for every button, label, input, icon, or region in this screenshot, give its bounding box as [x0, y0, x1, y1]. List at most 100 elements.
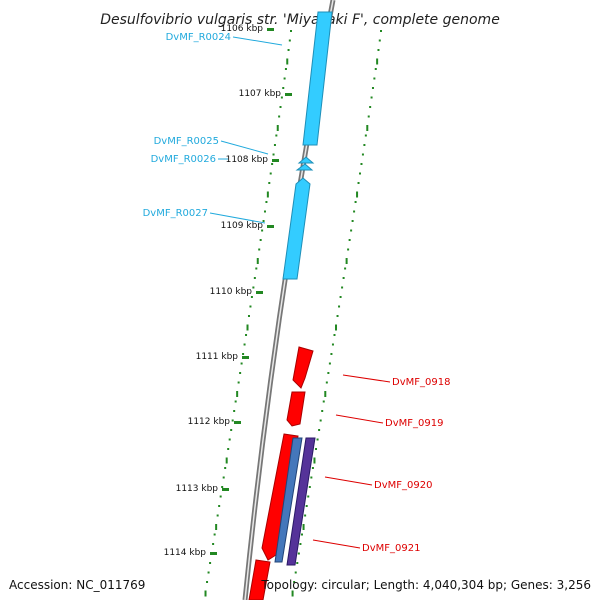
genome-title: Desulfovibrio vulgaris str. 'Miyazaki F'…: [100, 12, 500, 28]
gc-right-dot: [291, 590, 294, 597]
gc-right-dot: [315, 448, 318, 450]
gc-left-dot: [246, 324, 249, 331]
gc-left-dot: [279, 106, 282, 108]
gc-right-dot: [299, 543, 302, 545]
label-leader: [220, 140, 269, 155]
gc-left-dot: [272, 153, 275, 156]
tick-mark: [285, 93, 292, 96]
gc-left-dot: [228, 438, 231, 441]
gc-right-dot: [378, 39, 381, 42]
gene-dvmf-0918[interactable]: [292, 346, 314, 389]
gc-right-dot: [318, 429, 321, 431]
gc-right-dot: [376, 58, 379, 65]
gc-right-dot: [316, 438, 319, 441]
gc-left-dot: [250, 296, 253, 298]
gc-right-dot: [351, 220, 354, 222]
gc-right-dot: [330, 353, 333, 355]
gc-right-dot: [348, 239, 351, 241]
tick-mark: [234, 421, 241, 424]
gc-right-dot: [357, 182, 360, 184]
gc-left-dot: [222, 476, 225, 479]
label-leader: [209, 212, 266, 224]
gc-left-dot: [249, 305, 252, 308]
tick-label: 1108 kbp: [226, 155, 269, 165]
accession-text: Accession: NC_011769: [9, 578, 146, 592]
gc-right-dot: [371, 87, 374, 89]
gene-dvmf-r0024[interactable]: [302, 11, 333, 146]
gc-left-dot: [239, 372, 242, 374]
forward-gene-label[interactable]: DvMF_R0026: [151, 154, 216, 165]
reverse-gene-label[interactable]: DvMF_0921: [362, 543, 420, 554]
gene-dvmf-0919[interactable]: [286, 391, 306, 427]
gc-left-dot: [262, 220, 265, 222]
gc-right-dot: [342, 277, 345, 279]
gc-left-dot: [242, 353, 245, 355]
feature-dvmf-0921-a[interactable]: [274, 437, 303, 563]
gc-left-dot: [207, 571, 210, 574]
gc-left-dot: [247, 315, 250, 317]
gene-dvmf-r0027[interactable]: [282, 177, 311, 280]
gc-right-dot: [354, 201, 357, 203]
gc-left-dot: [219, 495, 222, 498]
gc-left-dot: [288, 39, 291, 42]
gc-right-dot: [333, 334, 336, 336]
gc-right-dot: [305, 505, 308, 507]
gc-right-dot: [344, 267, 347, 270]
reverse-gene-label[interactable]: DvMF_0920: [374, 480, 432, 491]
gc-right-dot: [293, 581, 296, 583]
gc-right-dot: [322, 400, 325, 403]
gc-left-dot: [243, 343, 246, 346]
forward-gene-label[interactable]: DvMF_R0024: [166, 32, 231, 43]
gc-left-dot: [263, 210, 266, 213]
gc-left-dot: [255, 267, 258, 270]
tick-label: 1111 kbp: [196, 352, 239, 362]
gc-right-dot: [327, 372, 330, 374]
gc-right-dot: [377, 49, 380, 51]
tick-mark: [256, 291, 263, 294]
gc-left-dot: [287, 49, 290, 51]
gc-right-dot: [345, 258, 348, 264]
gc-left-dot: [259, 239, 262, 241]
gc-right-dot: [338, 305, 341, 308]
label-leader: [324, 476, 373, 486]
gene-dvmf-r0026[interactable]: [295, 163, 314, 171]
gc-left-dot: [284, 68, 287, 70]
gc-left-dot: [213, 533, 216, 536]
reverse-gene-label[interactable]: DvMF_0918: [392, 377, 450, 388]
forward-gene-label[interactable]: DvMF_R0027: [143, 208, 208, 219]
gc-right-dot: [296, 562, 299, 564]
reverse-gene-label[interactable]: DvMF_0919: [385, 418, 443, 429]
gc-right-dot: [302, 524, 305, 530]
gc-right-dot: [356, 191, 359, 198]
tick-mark: [210, 552, 217, 555]
feature-dvmf-0921-b[interactable]: [286, 437, 316, 566]
gc-right-dot: [373, 77, 376, 80]
gc-left-dot: [290, 30, 292, 32]
gc-right-dot: [361, 153, 364, 156]
gc-left-dot: [271, 163, 274, 165]
gc-right-dot: [347, 248, 350, 251]
forward-gene-label[interactable]: DvMF_R0025: [154, 136, 219, 147]
gc-right-dot: [319, 419, 322, 422]
gc-right-dot: [321, 410, 324, 412]
label-leader: [312, 539, 361, 549]
gene-dvmf-r0025[interactable]: [297, 156, 315, 164]
gc-right-dot: [328, 362, 331, 365]
gc-right-dot: [350, 229, 353, 232]
gc-left-dot: [221, 486, 224, 488]
gc-left-dot: [218, 505, 221, 507]
gc-right-dot: [359, 172, 362, 175]
gc-right-dot: [304, 514, 307, 517]
gc-left-dot: [230, 429, 233, 431]
forward-genes: [282, 11, 333, 280]
gc-left-dot: [261, 229, 264, 232]
gene-dvmf-0922[interactable]: [248, 559, 271, 600]
gc-track-right: [291, 30, 382, 597]
gc-left-dot: [273, 144, 276, 146]
tick-mark: [267, 28, 274, 31]
gc-right-dot: [374, 68, 377, 70]
gc-track-left: [204, 30, 292, 597]
gc-left-dot: [233, 410, 236, 412]
gc-left-dot: [234, 400, 237, 403]
